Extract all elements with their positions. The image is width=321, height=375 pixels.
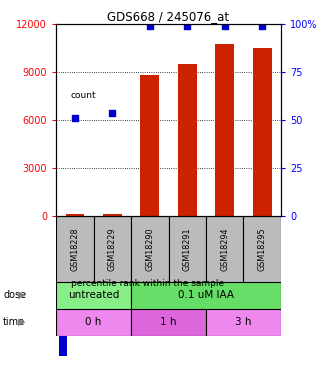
Point <box>72 115 77 121</box>
Text: ▶: ▶ <box>18 290 25 300</box>
Text: 3 h: 3 h <box>235 317 252 327</box>
Text: GSM18294: GSM18294 <box>220 227 229 271</box>
Text: 0.1 uM IAA: 0.1 uM IAA <box>178 290 234 300</box>
Bar <box>169 216 206 282</box>
Bar <box>131 282 281 309</box>
Text: 0 h: 0 h <box>85 317 102 327</box>
Text: GSM18229: GSM18229 <box>108 227 117 271</box>
Point <box>260 23 265 29</box>
Text: GSM18290: GSM18290 <box>145 227 154 271</box>
Bar <box>215 44 234 216</box>
Text: time: time <box>3 317 25 327</box>
Bar <box>253 48 272 216</box>
Text: ▶: ▶ <box>18 317 25 327</box>
Text: untreated: untreated <box>68 290 119 300</box>
Bar <box>206 216 243 282</box>
Point <box>185 23 190 29</box>
Text: 1 h: 1 h <box>160 317 177 327</box>
Bar <box>59 225 67 356</box>
Point <box>147 23 152 29</box>
Bar <box>56 216 94 282</box>
Bar <box>206 309 281 336</box>
Text: GSM18228: GSM18228 <box>70 227 79 271</box>
Text: GSM18291: GSM18291 <box>183 227 192 271</box>
Bar <box>56 309 131 336</box>
Bar <box>131 216 169 282</box>
Bar <box>103 214 122 216</box>
Bar <box>59 38 67 169</box>
Text: percentile rank within the sample: percentile rank within the sample <box>71 279 224 288</box>
Text: GSM18295: GSM18295 <box>258 227 267 271</box>
Bar <box>178 64 196 216</box>
Bar <box>131 309 206 336</box>
Point <box>110 110 115 116</box>
Text: dose: dose <box>3 290 26 300</box>
Point <box>222 23 227 29</box>
Bar <box>56 282 131 309</box>
Title: GDS668 / 245076_at: GDS668 / 245076_at <box>108 10 230 23</box>
Bar <box>94 216 131 282</box>
Text: count: count <box>71 91 96 100</box>
Bar <box>243 216 281 282</box>
Bar <box>65 214 84 216</box>
Bar <box>141 75 159 216</box>
